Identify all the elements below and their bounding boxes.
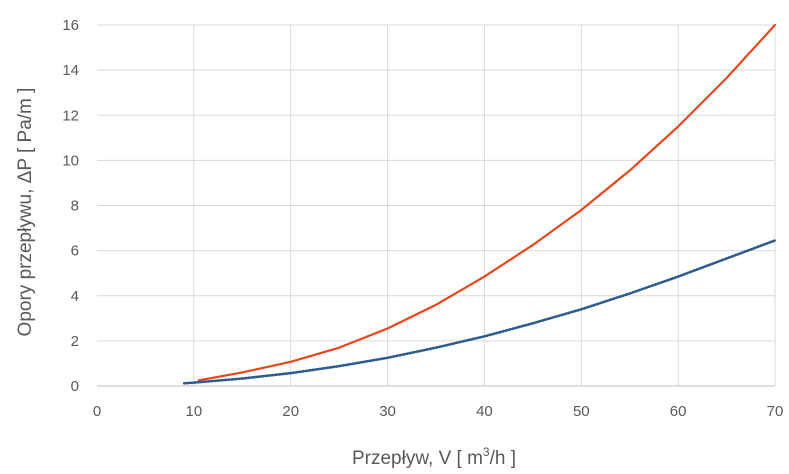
y-tick-label: 8 xyxy=(71,198,79,215)
y-tick-label: 14 xyxy=(62,62,79,79)
tick-labels: 0 2 4 6 8 10 12 14 16 0 10 20 30 40 50 60 70 xyxy=(62,17,783,420)
x-axis-label-suffix: /h ] xyxy=(490,448,516,469)
y-tick-label: 12 xyxy=(62,107,79,124)
gridlines xyxy=(97,24,776,386)
x-tick-label: 70 xyxy=(767,403,784,420)
y-axis-label: Opory przepływu, ΔP [ Pa/m ] xyxy=(15,88,36,337)
x-tick-label: 50 xyxy=(573,403,590,420)
series-1-underline xyxy=(183,239,777,385)
x-tick-label: 0 xyxy=(93,403,101,420)
series-1-line xyxy=(182,239,777,385)
y-tick-label: 0 xyxy=(71,378,79,395)
x-tick-label: 30 xyxy=(379,403,396,420)
x-tick-label: 40 xyxy=(476,403,493,420)
x-axis-label-prefix: Przepływ, V [ m xyxy=(352,448,483,469)
y-tick-label: 10 xyxy=(62,152,79,169)
y-tick-label: 2 xyxy=(71,333,79,350)
y-tick-label: 6 xyxy=(71,243,79,260)
x-axis-label: Przepływ, V [ m3/h ] xyxy=(352,445,516,469)
x-axis-label-superscript: 3 xyxy=(483,445,490,459)
x-tick-label: 10 xyxy=(186,403,203,420)
y-tick-label: 4 xyxy=(71,288,79,305)
series-lines xyxy=(182,23,777,385)
x-tick-label: 20 xyxy=(282,403,299,420)
series-0-line xyxy=(197,23,777,382)
x-tick-label: 60 xyxy=(670,403,687,420)
y-tick-label: 16 xyxy=(62,17,79,34)
